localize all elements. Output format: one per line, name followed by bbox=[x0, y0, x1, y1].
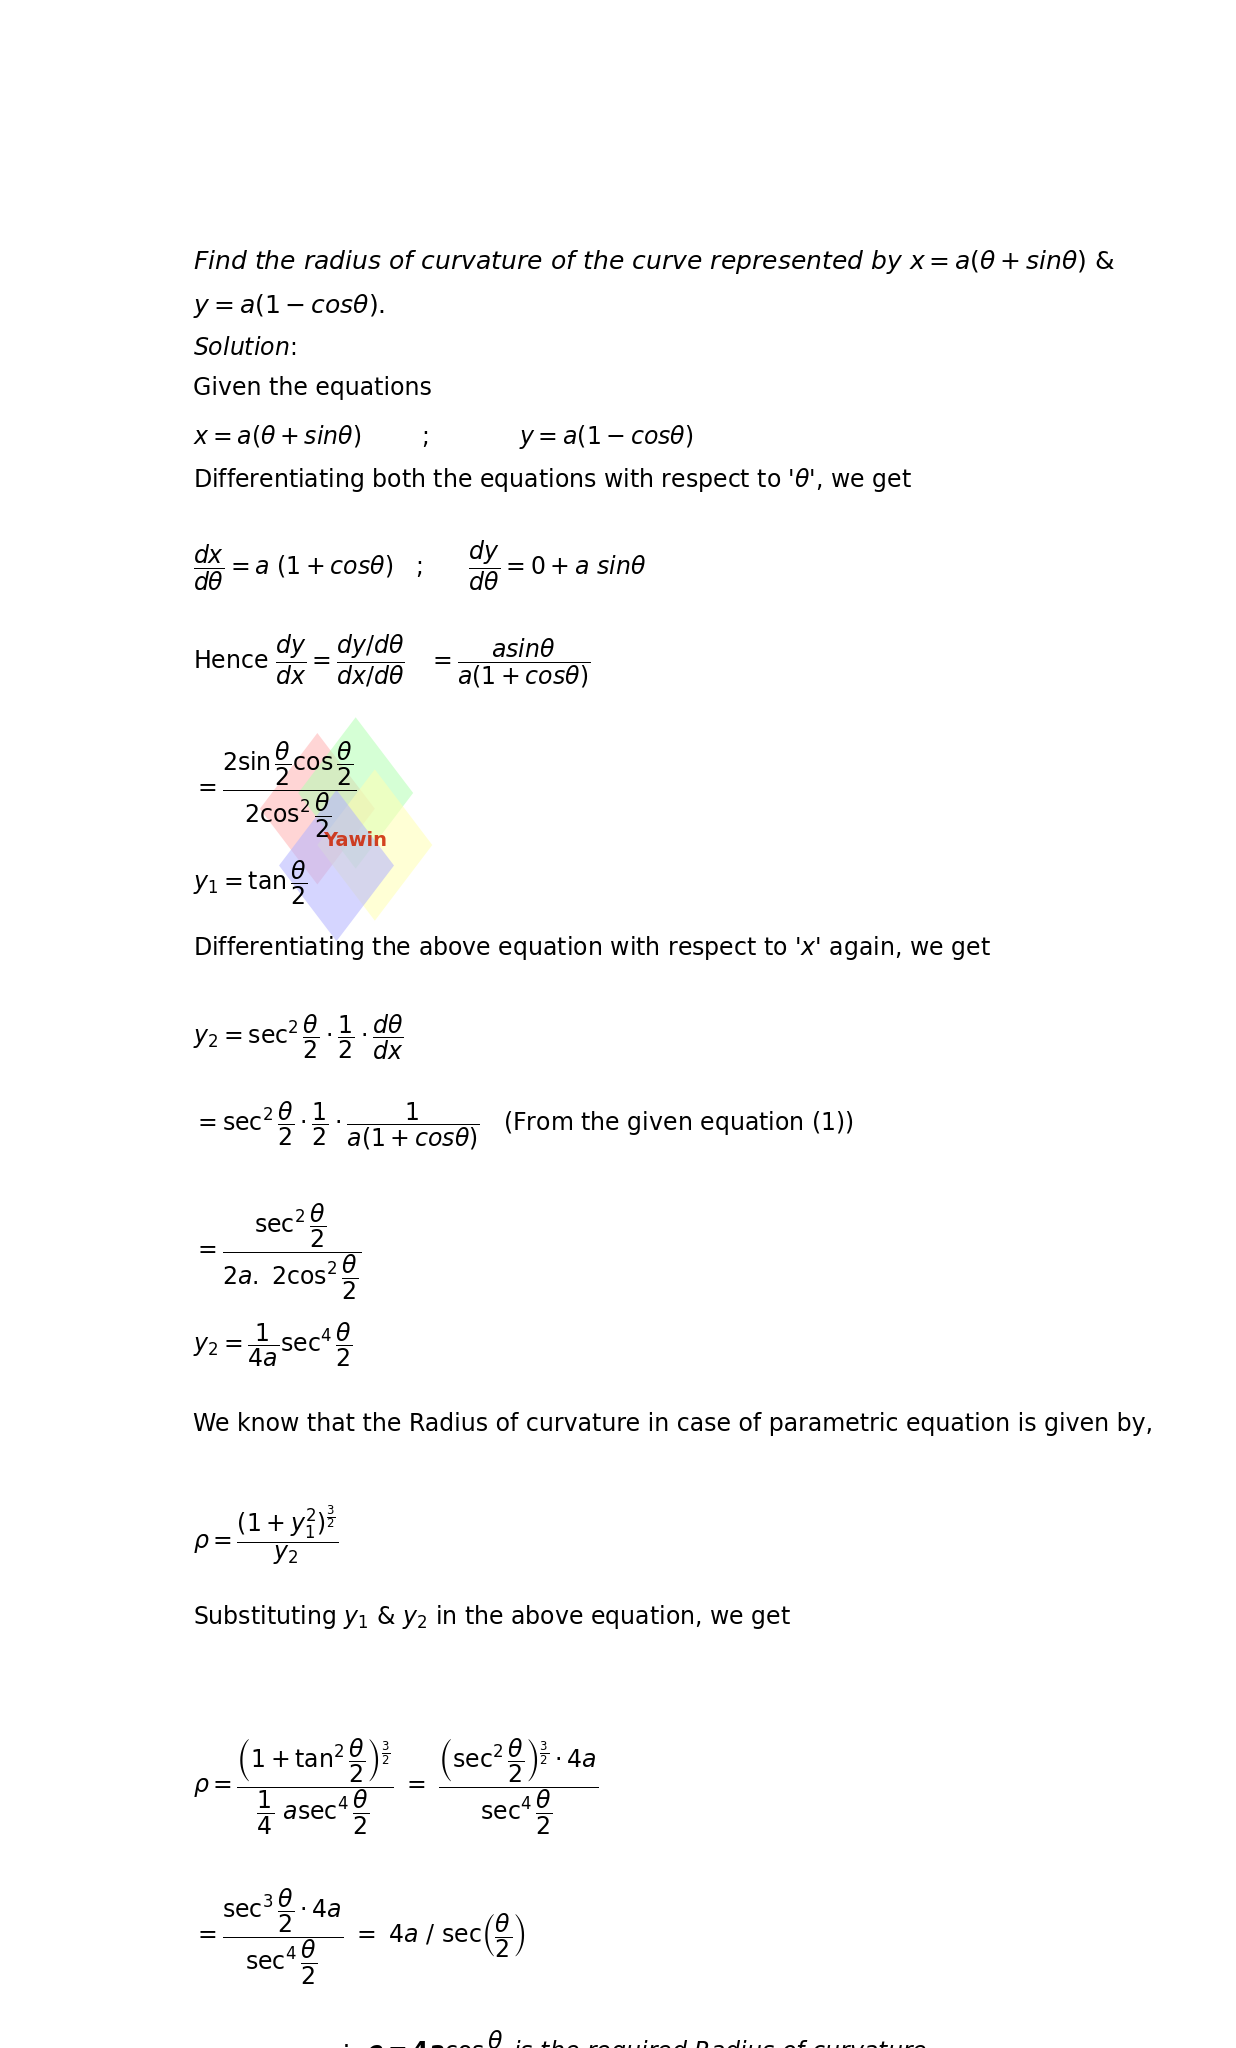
Text: $= \sec^2\dfrac{\theta}{2}\cdot\dfrac{1}{2}\cdot\dfrac{1}{a(1+cos\theta)}$   (Fr: $= \sec^2\dfrac{\theta}{2}\cdot\dfrac{1}… bbox=[193, 1100, 854, 1153]
Text: $\rho = \dfrac{\left(1 + \tan^2\dfrac{\theta}{2}\right)^{\frac{3}{2}}}{\dfrac{1}: $\rho = \dfrac{\left(1 + \tan^2\dfrac{\t… bbox=[193, 1737, 598, 1837]
Text: Substituting $y_1$ & $y_2$ in the above equation, we get: Substituting $y_1$ & $y_2$ in the above … bbox=[193, 1604, 791, 1630]
Text: $= \dfrac{2\sin\dfrac{\theta}{2}\cos\dfrac{\theta}{2}}{2\cos^2\dfrac{\theta}{2}}: $= \dfrac{2\sin\dfrac{\theta}{2}\cos\dfr… bbox=[193, 739, 356, 840]
Text: We know that the Radius of curvature in case of parametric equation is given by,: We know that the Radius of curvature in … bbox=[193, 1411, 1153, 1436]
Text: $y_2 = \dfrac{1}{4a}\sec^4\dfrac{\theta}{2}$: $y_2 = \dfrac{1}{4a}\sec^4\dfrac{\theta}… bbox=[193, 1321, 352, 1368]
Text: $\therefore\ \boldsymbol{\rho = 4a\cos\dfrac{\theta}{2}}$ $\mathbf{\mathit{is\ t: $\therefore\ \boldsymbol{\rho = 4a\cos\d… bbox=[334, 2028, 933, 2048]
Text: $\mathbf{\mathit{y = a(1 - cos\theta).}}$: $\mathbf{\mathit{y = a(1 - cos\theta).}}… bbox=[193, 293, 384, 319]
Polygon shape bbox=[298, 717, 413, 868]
Polygon shape bbox=[318, 770, 433, 922]
Polygon shape bbox=[279, 791, 394, 942]
Text: Differentiating the above equation with respect to '$x$' again, we get: Differentiating the above equation with … bbox=[193, 934, 991, 963]
Text: $\rho = \dfrac{(1 + y_1^2)^{\frac{3}{2}}}{y_2}$: $\rho = \dfrac{(1 + y_1^2)^{\frac{3}{2}}… bbox=[193, 1503, 337, 1567]
Text: $\mathbf{\mathit{Find\ the\ radius\ of\ curvature\ of\ the\ curve\ represented\ : $\mathbf{\mathit{Find\ the\ radius\ of\ … bbox=[193, 248, 1115, 276]
Text: Hence $\dfrac{dy}{dx} = \dfrac{dy/d\theta}{dx/d\theta}$   $= \dfrac{asin\theta}{: Hence $\dfrac{dy}{dx} = \dfrac{dy/d\thet… bbox=[193, 633, 590, 690]
Text: $\dfrac{dx}{d\theta} = a\ (1 + cos\theta)$   ;      $\dfrac{dy}{d\theta} = 0 + a: $\dfrac{dx}{d\theta} = a\ (1 + cos\theta… bbox=[193, 539, 646, 592]
Text: $= \dfrac{\sec^3\dfrac{\theta}{2}\cdot 4a}{\sec^4\dfrac{\theta}{2}}$$\ =\ 4a\ /\: $= \dfrac{\sec^3\dfrac{\theta}{2}\cdot 4… bbox=[193, 1886, 525, 1987]
Text: $x = a(\theta + sin\theta)$        ;            $y = a(1 - cos\theta)$: $x = a(\theta + sin\theta)$ ; $y = a(1 -… bbox=[193, 424, 693, 451]
Text: $= \dfrac{\sec^2\dfrac{\theta}{2}}{2a.\ 2\cos^2\dfrac{\theta}{2}}$: $= \dfrac{\sec^2\dfrac{\theta}{2}}{2a.\ … bbox=[193, 1202, 361, 1303]
Polygon shape bbox=[260, 733, 375, 885]
Text: $\mathbf{\mathit{Solution}}$:: $\mathbf{\mathit{Solution}}$: bbox=[193, 336, 297, 360]
Text: Differentiating both the equations with respect to '$\theta$', we get: Differentiating both the equations with … bbox=[193, 465, 912, 494]
Text: $y_1 = \tan\dfrac{\theta}{2}$: $y_1 = \tan\dfrac{\theta}{2}$ bbox=[193, 858, 308, 907]
Text: Yawin: Yawin bbox=[324, 831, 388, 850]
Text: Given the equations: Given the equations bbox=[193, 377, 431, 399]
Text: $y_2 = \sec^2\dfrac{\theta}{2}\cdot\dfrac{1}{2}\cdot\dfrac{d\theta}{dx}$: $y_2 = \sec^2\dfrac{\theta}{2}\cdot\dfra… bbox=[193, 1014, 404, 1063]
